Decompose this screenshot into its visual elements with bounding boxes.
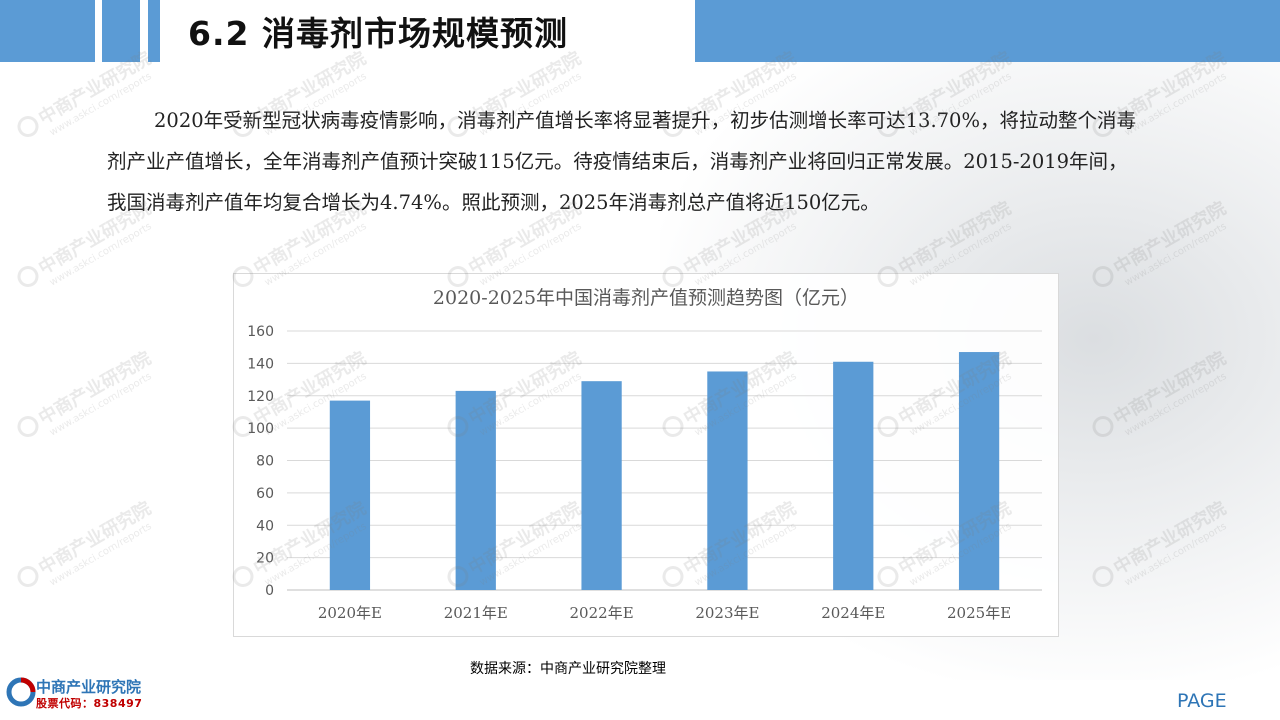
y-tick-label: 20 [256, 551, 274, 567]
y-tick-label: 120 [247, 389, 274, 405]
watermark-text: 中商产业研究院 [35, 347, 155, 429]
page-label: PAGE [1177, 690, 1227, 712]
bar [581, 381, 622, 590]
company-logo-icon [6, 677, 36, 707]
page-title: 6.2 消毒剂市场规模预测 [188, 14, 568, 53]
watermark-url: www.askci.com/reports [48, 521, 154, 588]
x-tick-label: 2020年E [318, 604, 382, 622]
logo-stock-code: 股票代码：838497 [36, 697, 143, 710]
y-tick-label: 40 [256, 518, 274, 534]
header-bar-block [695, 0, 1280, 62]
x-tick-label: 2023年E [695, 604, 759, 622]
y-tick-label: 160 [247, 324, 274, 340]
x-tick-label: 2024年E [821, 604, 885, 622]
watermark-logo-icon [17, 416, 39, 438]
bar [329, 400, 371, 590]
bar [833, 361, 874, 590]
watermark-logo-icon [17, 266, 39, 288]
watermark-url: www.askci.com/reports [48, 221, 154, 288]
bar [958, 352, 1000, 590]
y-tick-label: 60 [256, 486, 274, 502]
x-tick-label: 2021年E [444, 604, 508, 622]
logo-company-name: 中商产业研究院 [36, 678, 142, 696]
header-bar-block [148, 0, 160, 62]
y-tick-label: 140 [247, 356, 274, 372]
bar-chart: 2020-2025年中国消毒剂产值预测趋势图（亿元） 0 20 40 60 80 100 1… [247, 287, 1042, 622]
bar [455, 390, 496, 590]
chart-title: 2020-2025年中国消毒剂产值预测趋势图（亿元） [433, 287, 859, 309]
chart-container: 2020-2025年中国消毒剂产值预测趋势图（亿元） 0 20 40 60 80 100 1… [233, 273, 1059, 637]
header-bar-block [102, 0, 140, 62]
data-source-note: 数据来源：中商产业研究院整理 [470, 661, 666, 677]
bar [707, 371, 748, 590]
y-tick-label: 100 [247, 421, 274, 437]
watermark-logo-icon [17, 116, 39, 138]
x-tick-label: 2022年E [570, 604, 634, 622]
y-tick-label: 0 [265, 583, 274, 599]
body-paragraph: 2020年受新型冠状病毒疫情影响，消毒剂产值增长率将显著提升，初步估测增长率可达… [107, 109, 1136, 214]
watermark-logo-icon [17, 566, 39, 588]
watermark-text: 中商产业研究院 [35, 497, 155, 579]
header-bar-block [0, 0, 95, 62]
x-tick-label: 2025年E [947, 604, 1011, 622]
y-tick-label: 80 [256, 454, 274, 470]
watermark-url: www.askci.com/reports [48, 371, 154, 438]
